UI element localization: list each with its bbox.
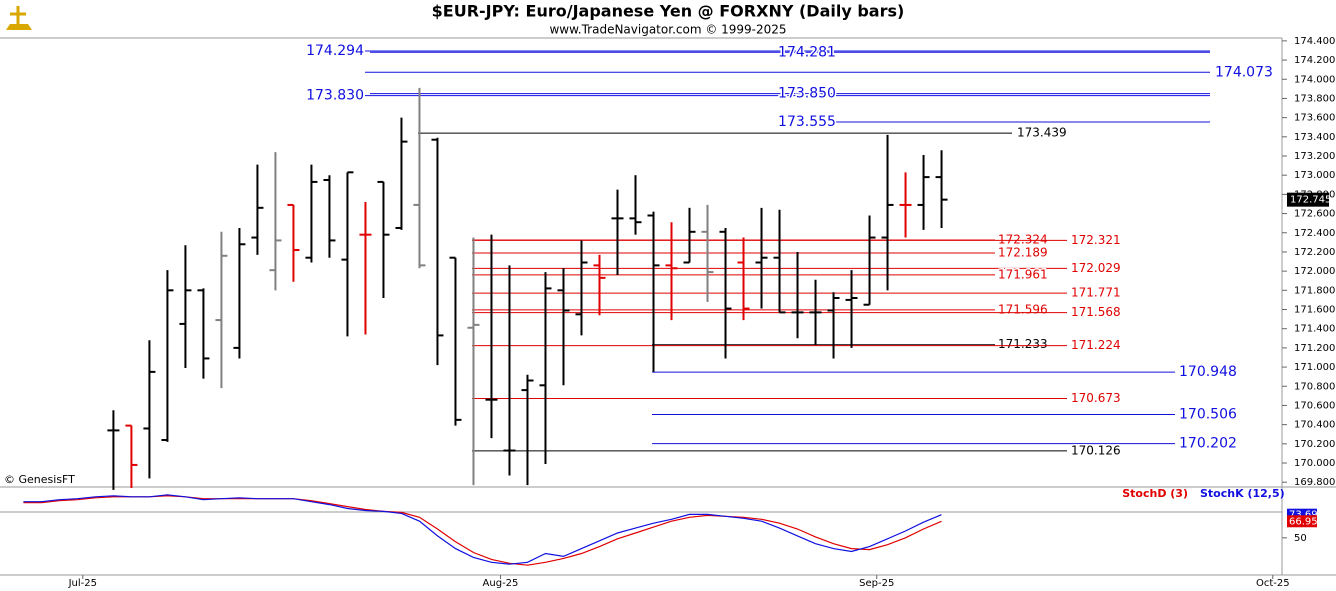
y-tick-label: 173.000 [1294,170,1335,181]
level-label: 173.555 [778,114,836,130]
y-tick-label: 170.200 [1294,439,1335,450]
y-tick-label: 173.600 [1294,113,1335,124]
chart-subtitle: www.TradeNavigator.com © 1999-2025 [549,23,786,37]
level-label: 174.281 [778,44,836,60]
y-tick-label: 170.400 [1294,420,1335,431]
legend-entry: StochD (3) [1122,487,1188,500]
level-label: 171.233 [998,337,1048,351]
watermark: © GenesisFT [4,473,75,486]
stoch-line [23,494,942,565]
level-label: 172.324 [998,233,1048,247]
x-tick-label: Sep-25 [859,578,894,589]
level-label: 170.673 [1071,391,1121,405]
level-label: 173.830 [306,88,364,104]
y-tick-label: 172.000 [1294,266,1335,277]
y-tick-label: 169.800 [1294,477,1335,488]
level-label: 171.568 [1071,305,1121,319]
x-tick-label: Jul-25 [68,578,97,589]
y-tick-label: 174.400 [1294,36,1335,47]
level-label: 171.771 [1071,286,1121,300]
last-value-box [1287,515,1317,528]
level-label: 173.850 [778,86,836,102]
y-tick-label: 172.600 [1294,209,1335,220]
last-value-label: 66.95 [1289,516,1318,527]
level-label: 170.948 [1179,364,1237,380]
level-label: 174.073 [1215,64,1273,80]
level-label: 171.961 [998,267,1048,281]
legend-entry: StochK (12,5) [1200,487,1285,500]
x-tick-label: Oct-25 [1256,578,1290,589]
y-tick-label: 173.800 [1294,93,1335,104]
x-tick-label: Aug-25 [483,578,519,589]
y-tick-label: 173.400 [1294,132,1335,143]
last-price-label: 172.745 [1290,195,1331,206]
level-label: 170.126 [1071,443,1121,457]
y-tick-label: 172.400 [1294,228,1335,239]
level-label: 172.321 [1071,233,1121,247]
y-tick-label: 173.200 [1294,151,1335,162]
y-tick-label: 170.600 [1294,400,1335,411]
y-tick-label: 171.600 [1294,305,1335,316]
y-tick-label: 50 [1294,533,1307,544]
level-label: 172.029 [1071,261,1121,275]
y-tick-label: 171.200 [1294,343,1335,354]
level-label: 171.596 [998,302,1048,316]
last-value-label: 73.69 [1289,510,1318,521]
chart-title: $EUR-JPY: Euro/Japanese Yen @ FORXNY (Da… [432,2,905,21]
y-tick-label: 171.800 [1294,285,1335,296]
logo [6,6,32,30]
level-label: 174.294 [306,43,364,59]
level-label: 170.202 [1179,436,1237,452]
y-tick-label: 171.000 [1294,362,1335,373]
last-price-box [1287,192,1329,207]
y-tick-label: 170.800 [1294,381,1335,392]
y-tick-label: 170.000 [1294,458,1335,469]
y-tick-label: 172.200 [1294,247,1335,258]
level-label: 171.224 [1071,338,1121,352]
y-tick-label: 171.400 [1294,324,1335,335]
level-label: 173.439 [1017,126,1067,140]
y-tick-label: 174.000 [1294,74,1335,85]
level-label: 170.506 [1179,406,1237,422]
y-tick-label: 174.200 [1294,55,1335,66]
level-label: 172.189 [998,246,1048,260]
